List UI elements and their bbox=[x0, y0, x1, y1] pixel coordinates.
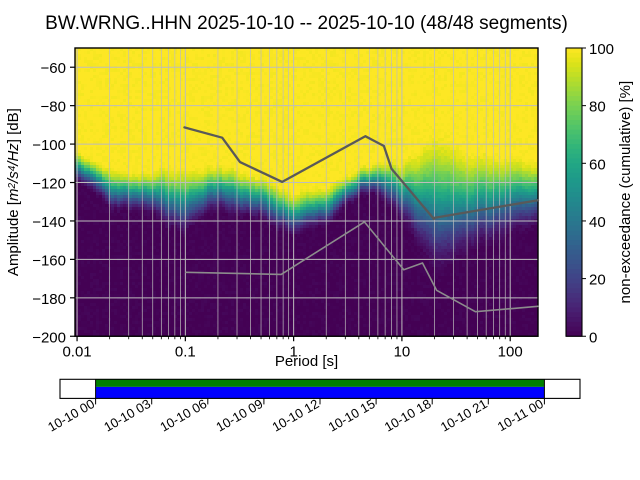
svg-text:10: 10 bbox=[394, 343, 411, 360]
svg-text:−120: −120 bbox=[32, 176, 66, 193]
svg-text:10-11 00: 10-11 00 bbox=[495, 396, 546, 434]
svg-text:10-10 15: 10-10 15 bbox=[326, 396, 378, 435]
svg-text:10-10 03: 10-10 03 bbox=[101, 396, 153, 435]
svg-text:10-10 09: 10-10 09 bbox=[213, 396, 265, 435]
svg-text:20: 20 bbox=[589, 272, 606, 289]
svg-text:0: 0 bbox=[589, 329, 597, 346]
svg-text:Amplitude [m2/s4/Hz] [dB]: Amplitude [m2/s4/Hz] [dB] bbox=[5, 108, 22, 276]
svg-text:−180: −180 bbox=[32, 291, 66, 308]
svg-text:−100: −100 bbox=[32, 137, 66, 154]
svg-text:Period [s]: Period [s] bbox=[275, 353, 338, 370]
svg-text:10-10 12: 10-10 12 bbox=[270, 396, 322, 435]
svg-text:−80: −80 bbox=[41, 99, 66, 116]
svg-text:non-exceedance (cumulative) [%: non-exceedance (cumulative) [%] bbox=[617, 81, 634, 304]
svg-text:80: 80 bbox=[589, 99, 606, 116]
svg-text:−160: −160 bbox=[32, 252, 66, 269]
svg-text:100: 100 bbox=[498, 343, 523, 360]
svg-text:10-10 06: 10-10 06 bbox=[157, 396, 209, 435]
svg-text:BW.WRNG..HHN 2025-10-10 -- 2: BW.WRNG..HHN 2025-10-10 -- 2025-10-10 (4… bbox=[45, 13, 568, 34]
svg-text:−200: −200 bbox=[32, 329, 66, 346]
svg-text:10-10 18: 10-10 18 bbox=[382, 396, 434, 435]
svg-text:−140: −140 bbox=[32, 214, 66, 231]
svg-text:0.1: 0.1 bbox=[175, 343, 196, 360]
svg-text:−60: −60 bbox=[41, 60, 66, 77]
svg-text:100: 100 bbox=[589, 41, 614, 58]
svg-text:40: 40 bbox=[589, 214, 606, 231]
svg-text:60: 60 bbox=[589, 156, 606, 173]
svg-text:0.01: 0.01 bbox=[62, 343, 91, 360]
svg-text:10-10 21: 10-10 21 bbox=[438, 396, 490, 435]
svg-text:10-10 00: 10-10 00 bbox=[45, 396, 97, 435]
